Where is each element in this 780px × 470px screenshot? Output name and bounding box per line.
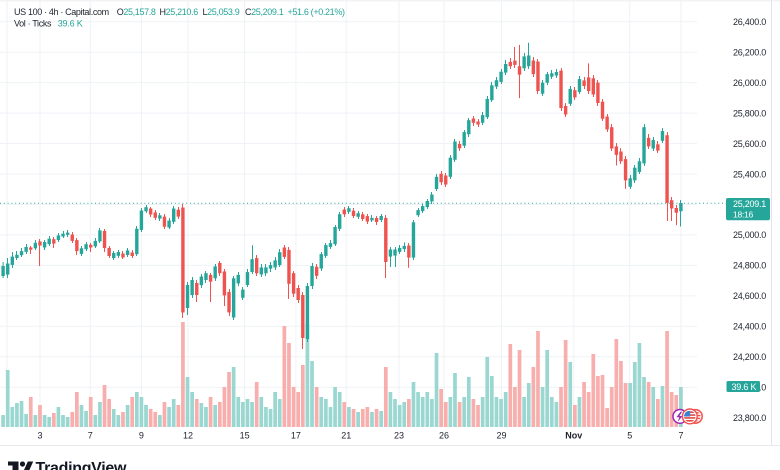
svg-text:7: 7 [88, 431, 93, 441]
svg-text:26,200.0: 26,200.0 [733, 48, 766, 58]
svg-text:O25,157.8: O25,157.8 [117, 7, 156, 17]
svg-text:5: 5 [627, 431, 632, 441]
svg-text:Nov: Nov [565, 431, 582, 441]
svg-text:12: 12 [183, 431, 193, 441]
svg-text:39.6 K: 39.6 K [58, 19, 83, 29]
svg-text:25,400.0: 25,400.0 [733, 169, 766, 179]
svg-text:23,800.0: 23,800.0 [733, 413, 766, 423]
svg-text:21: 21 [341, 431, 351, 441]
svg-text:15: 15 [240, 431, 250, 441]
svg-text:25,600.0: 25,600.0 [733, 139, 766, 149]
svg-text:TradingView: TradingView [36, 460, 128, 470]
svg-text:26: 26 [439, 431, 449, 441]
svg-text:US 100 · 4h · Capital.com: US 100 · 4h · Capital.com [14, 7, 109, 17]
svg-text:H25,210.6: H25,210.6 [160, 7, 199, 17]
svg-text:18:16: 18:16 [733, 210, 754, 220]
svg-text:26,000.0: 26,000.0 [733, 78, 766, 88]
svg-text:24,800.0: 24,800.0 [733, 261, 766, 271]
svg-text:29: 29 [496, 431, 506, 441]
svg-text:C25,209.1: C25,209.1 [245, 7, 284, 17]
svg-text:39.6 K: 39.6 K [732, 382, 757, 392]
svg-text:+51.6 (+0.21%): +51.6 (+0.21%) [288, 7, 345, 17]
svg-text:7: 7 [678, 431, 683, 441]
svg-text:24,200.0: 24,200.0 [733, 352, 766, 362]
svg-text:L25,053.9: L25,053.9 [203, 7, 240, 17]
svg-text:25,800.0: 25,800.0 [733, 108, 766, 118]
svg-text:24,400.0: 24,400.0 [733, 322, 766, 332]
svg-text:26,400.0: 26,400.0 [733, 17, 766, 27]
svg-text:25,000.0: 25,000.0 [733, 230, 766, 240]
svg-text:3: 3 [37, 431, 42, 441]
svg-text:9: 9 [139, 431, 144, 441]
svg-text:Vol · Ticks: Vol · Ticks [14, 19, 52, 29]
svg-text:25,209.1: 25,209.1 [733, 199, 766, 209]
svg-text:17: 17 [291, 431, 301, 441]
svg-text:23: 23 [394, 431, 404, 441]
svg-text:24,600.0: 24,600.0 [733, 291, 766, 301]
